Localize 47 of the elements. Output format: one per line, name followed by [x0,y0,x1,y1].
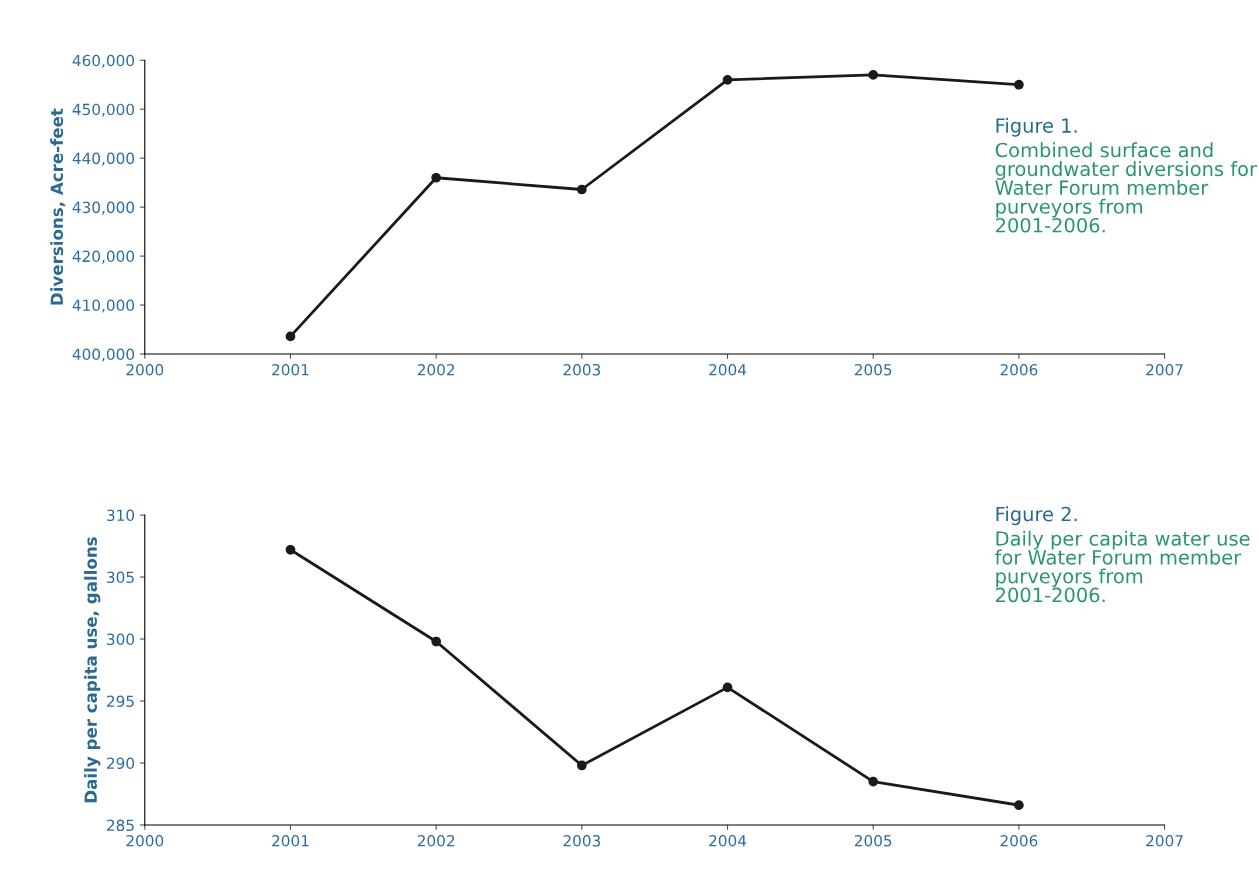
point [1014,79,1024,90]
y-tick-label: 430,000 [72,201,135,215]
y-tick-label: 400,000 [72,348,135,362]
point [285,544,296,555]
point [868,70,879,80]
x-tick-label: 2001 [272,834,309,847]
point [431,636,442,647]
x-tick-label: 2003 [563,363,601,376]
x-tick-label: 2005 [854,834,892,847]
point [722,74,733,85]
annotation: Figure 1. [996,117,1077,137]
y-tick-label: 285 [107,819,134,832]
x-tick-label: 2003 [563,834,601,847]
y-axis-title: Daily per capita use, gallons [84,537,101,803]
point [431,172,442,183]
x-tick-label: 2006 [1000,834,1038,847]
point [722,682,733,693]
y-tick-label: 440,000 [72,152,135,166]
y-tick-label: 410,000 [72,299,135,313]
x-tick-label: 2000 [126,834,164,847]
annotation: Figure 2. [996,506,1077,526]
x-tick-label: 2000 [126,363,164,376]
x-tick-label: 2002 [417,834,455,847]
point [576,184,587,195]
annotation: Daily per capita water use for Water Forum member purveyors from 2001-2006. [995,530,1250,603]
point [868,776,879,787]
y-axis-title: Diversions, Acre-feet [50,108,66,305]
x-tick-label: 2002 [417,363,455,376]
y-tick-label: 290 [107,757,135,770]
point [285,331,296,342]
x-tick-label: 2004 [709,834,747,847]
y-tick-label: 420,000 [72,250,135,264]
y-tick-label: 295 [107,695,134,708]
x-tick-label: 2007 [1146,363,1183,376]
x-tick-label: 2007 [1146,834,1183,847]
y-tick-label: 450,000 [72,103,135,117]
point [576,760,587,771]
y-tick-label: 310 [107,509,135,522]
point [1014,800,1024,811]
x-tick-label: 2001 [272,363,309,376]
y-tick-label: 300 [107,633,135,646]
y-tick-label: 305 [107,571,134,584]
annotation: Combined surface and groundwater diversions for Water Forum member purveyors from 2001-2006. [995,142,1257,233]
x-tick-label: 2004 [709,363,747,376]
x-tick-label: 2006 [1000,363,1038,376]
y-tick-label: 460,000 [72,54,135,68]
x-tick-label: 2005 [854,363,892,376]
